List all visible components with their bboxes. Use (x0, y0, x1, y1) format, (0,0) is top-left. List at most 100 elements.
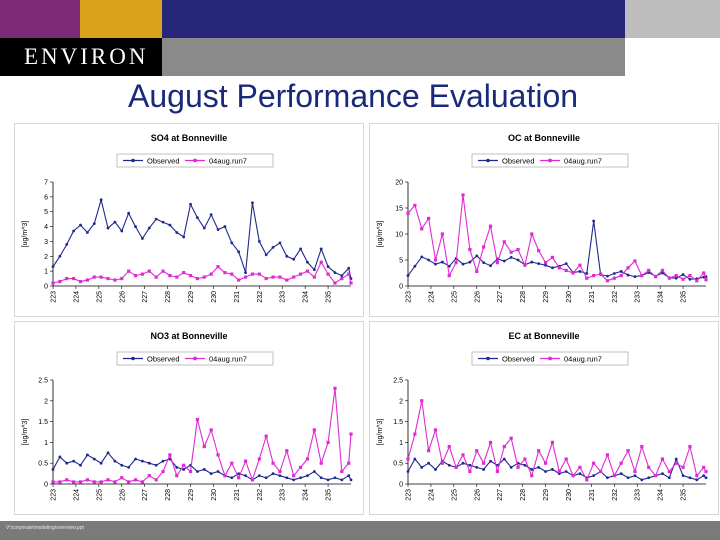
data-point (195, 417, 200, 422)
x-tick-label: 234 (658, 291, 665, 303)
data-point (433, 258, 438, 262)
data-point (605, 279, 610, 283)
data-point (660, 268, 665, 272)
data-point (99, 480, 103, 484)
data-point (544, 263, 547, 267)
data-point (523, 457, 527, 461)
data-point (127, 465, 131, 469)
x-tick-label: 225 (451, 489, 458, 501)
x-tick-label: 233 (280, 489, 287, 501)
data-point (551, 266, 554, 270)
y-tick-label: 5 (44, 209, 48, 216)
data-point (278, 275, 282, 279)
data-point (161, 469, 165, 474)
data-point (612, 272, 616, 275)
chart-panel-oc: OC at Bonneville Observed 04aug.run7 0 5 10 15… (369, 123, 719, 317)
data-point (209, 272, 213, 276)
data-point (134, 225, 137, 228)
data-point (92, 275, 96, 279)
data-point (489, 264, 492, 268)
logo-block (0, 38, 162, 76)
data-point (704, 278, 708, 282)
legend-swatch-marker (486, 158, 490, 163)
x-tick-label: 231 (234, 489, 241, 501)
data-point (209, 472, 213, 475)
data-point (571, 474, 575, 478)
data-point (454, 465, 458, 469)
data-point (537, 249, 541, 253)
data-point (271, 275, 275, 279)
data-point (85, 278, 89, 282)
series-line (53, 388, 352, 483)
data-point (530, 232, 534, 236)
x-tick-label: 235 (681, 489, 688, 501)
data-point (447, 264, 451, 268)
x-tick-label: 227 (497, 291, 504, 303)
data-point (633, 474, 637, 478)
x-tick-label: 230 (566, 291, 573, 303)
header-band-gold (80, 0, 162, 38)
chart-title: EC at Bonneville (508, 331, 579, 341)
x-tick-label: 224 (73, 291, 80, 303)
data-point (285, 449, 289, 453)
y-tick-label: 2 (399, 398, 403, 405)
data-point (92, 222, 96, 225)
data-point (661, 271, 664, 275)
y-tick-label: 6 (44, 194, 48, 201)
data-point (660, 457, 665, 461)
data-point (250, 478, 255, 482)
legend-label: 04aug.run7 (209, 157, 247, 166)
data-point (606, 274, 609, 278)
y-tick-label: 5 (399, 258, 403, 265)
x-tick-label: 233 (280, 291, 287, 303)
x-tick-label: 229 (543, 489, 550, 501)
data-point (292, 257, 296, 261)
data-point (312, 470, 316, 473)
data-point (113, 459, 117, 463)
data-point (127, 211, 131, 215)
y-axis-title: [ug/m^3] (22, 221, 29, 248)
data-point (440, 260, 444, 264)
x-tick-label: 228 (520, 291, 527, 303)
data-point (461, 262, 465, 266)
legend-swatch-marker (486, 356, 490, 361)
x-tick-label: 227 (142, 291, 149, 303)
data-point (51, 480, 55, 484)
x-tick-label: 233 (635, 291, 642, 303)
x-tick-label: 226 (474, 291, 481, 303)
data-point (188, 274, 193, 278)
chart-title: NO3 at Bonneville (150, 331, 227, 341)
data-point (312, 428, 316, 432)
chart-panel-ec: EC at Bonneville Observed 04aug.run7 0 0.5 1 1… (369, 321, 719, 515)
y-tick-label: 2.5 (38, 378, 48, 385)
data-point (502, 457, 506, 461)
data-point (489, 459, 492, 463)
data-point (292, 478, 296, 482)
data-point (250, 272, 255, 276)
data-point (571, 271, 575, 275)
legend-swatch-marker (131, 356, 135, 361)
data-point (244, 271, 247, 275)
data-point (633, 275, 637, 279)
data-point (333, 386, 337, 390)
x-tick-label: 234 (303, 291, 310, 303)
data-point (619, 472, 623, 475)
footer-path: V:\corporate\modeling\overview.ppt (6, 525, 84, 531)
y-tick-label: 1 (44, 440, 48, 447)
data-point (271, 461, 275, 465)
data-point (427, 216, 431, 220)
legend-label: 04aug.run7 (564, 355, 602, 364)
x-tick-label: 226 (119, 489, 126, 501)
x-tick-label: 223 (406, 489, 413, 501)
data-point (704, 476, 708, 480)
x-tick-label: 224 (73, 489, 80, 501)
data-point (647, 465, 651, 469)
data-point (674, 457, 678, 461)
data-point (544, 470, 547, 473)
data-point (530, 468, 534, 471)
data-point (120, 476, 124, 480)
data-point (161, 459, 165, 463)
data-point (306, 260, 309, 264)
data-point (502, 240, 506, 244)
legend-label: Observed (147, 355, 180, 364)
